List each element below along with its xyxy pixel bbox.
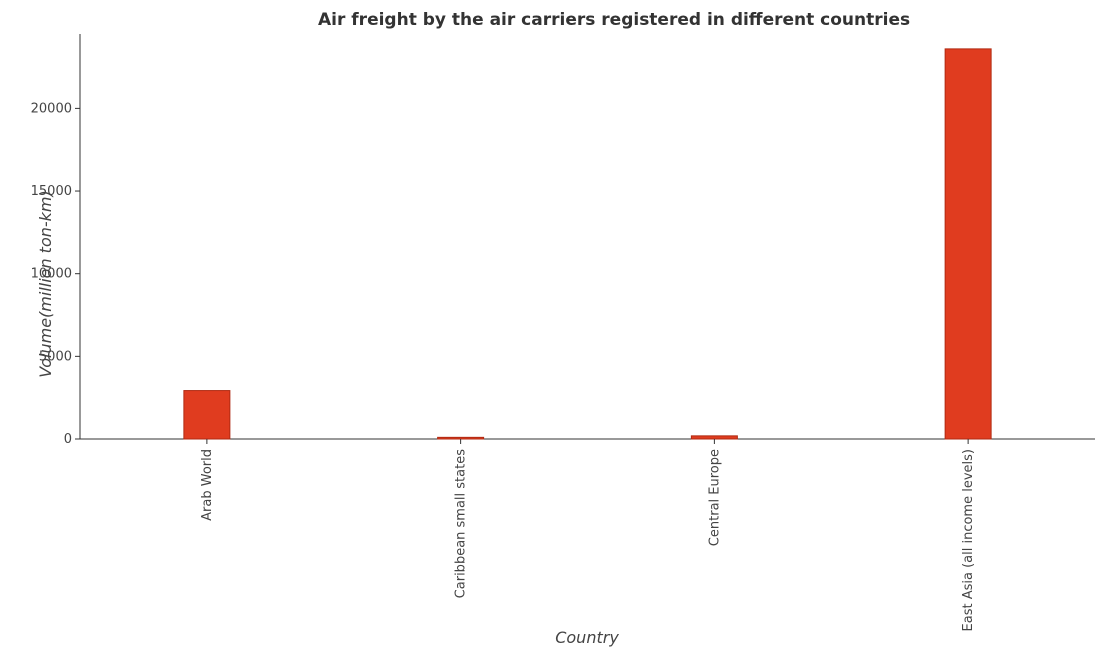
x-axis-label: Country	[555, 628, 619, 647]
y-axis-label: Volume(million ton-km)	[36, 190, 55, 378]
x-tick-label: Central Europe	[707, 449, 722, 546]
y-tick-label: 15000	[31, 184, 72, 199]
chart-title: Air freight by the air carriers register…	[318, 10, 910, 30]
x-tick-label: Arab World	[200, 449, 215, 521]
x-tick-label: East Asia (all income levels)	[961, 449, 976, 631]
y-tick-label: 5000	[39, 349, 72, 364]
y-axis-ticks: 0 5000 10000 15000 20000	[31, 101, 80, 447]
y-tick-label: 10000	[31, 267, 72, 282]
bar	[437, 436, 485, 440]
y-tick-label: 20000	[31, 101, 72, 116]
bars	[183, 48, 992, 440]
x-axis-ticks: Arab World Caribbean small states Central …	[200, 439, 976, 631]
x-tick-label: Caribbean small states	[454, 449, 469, 599]
y-tick-label: 0	[64, 432, 72, 447]
bar	[944, 48, 992, 440]
bar	[690, 435, 738, 440]
bar	[183, 390, 231, 440]
